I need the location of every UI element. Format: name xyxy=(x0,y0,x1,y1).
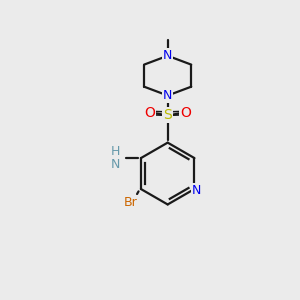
Text: N: N xyxy=(111,158,121,171)
Text: H: H xyxy=(111,145,121,158)
Text: S: S xyxy=(163,108,172,122)
Text: N: N xyxy=(192,184,202,197)
Text: N: N xyxy=(163,89,172,102)
Text: N: N xyxy=(163,49,172,62)
Text: O: O xyxy=(144,106,155,120)
Text: Br: Br xyxy=(124,196,137,209)
Text: O: O xyxy=(181,106,191,120)
